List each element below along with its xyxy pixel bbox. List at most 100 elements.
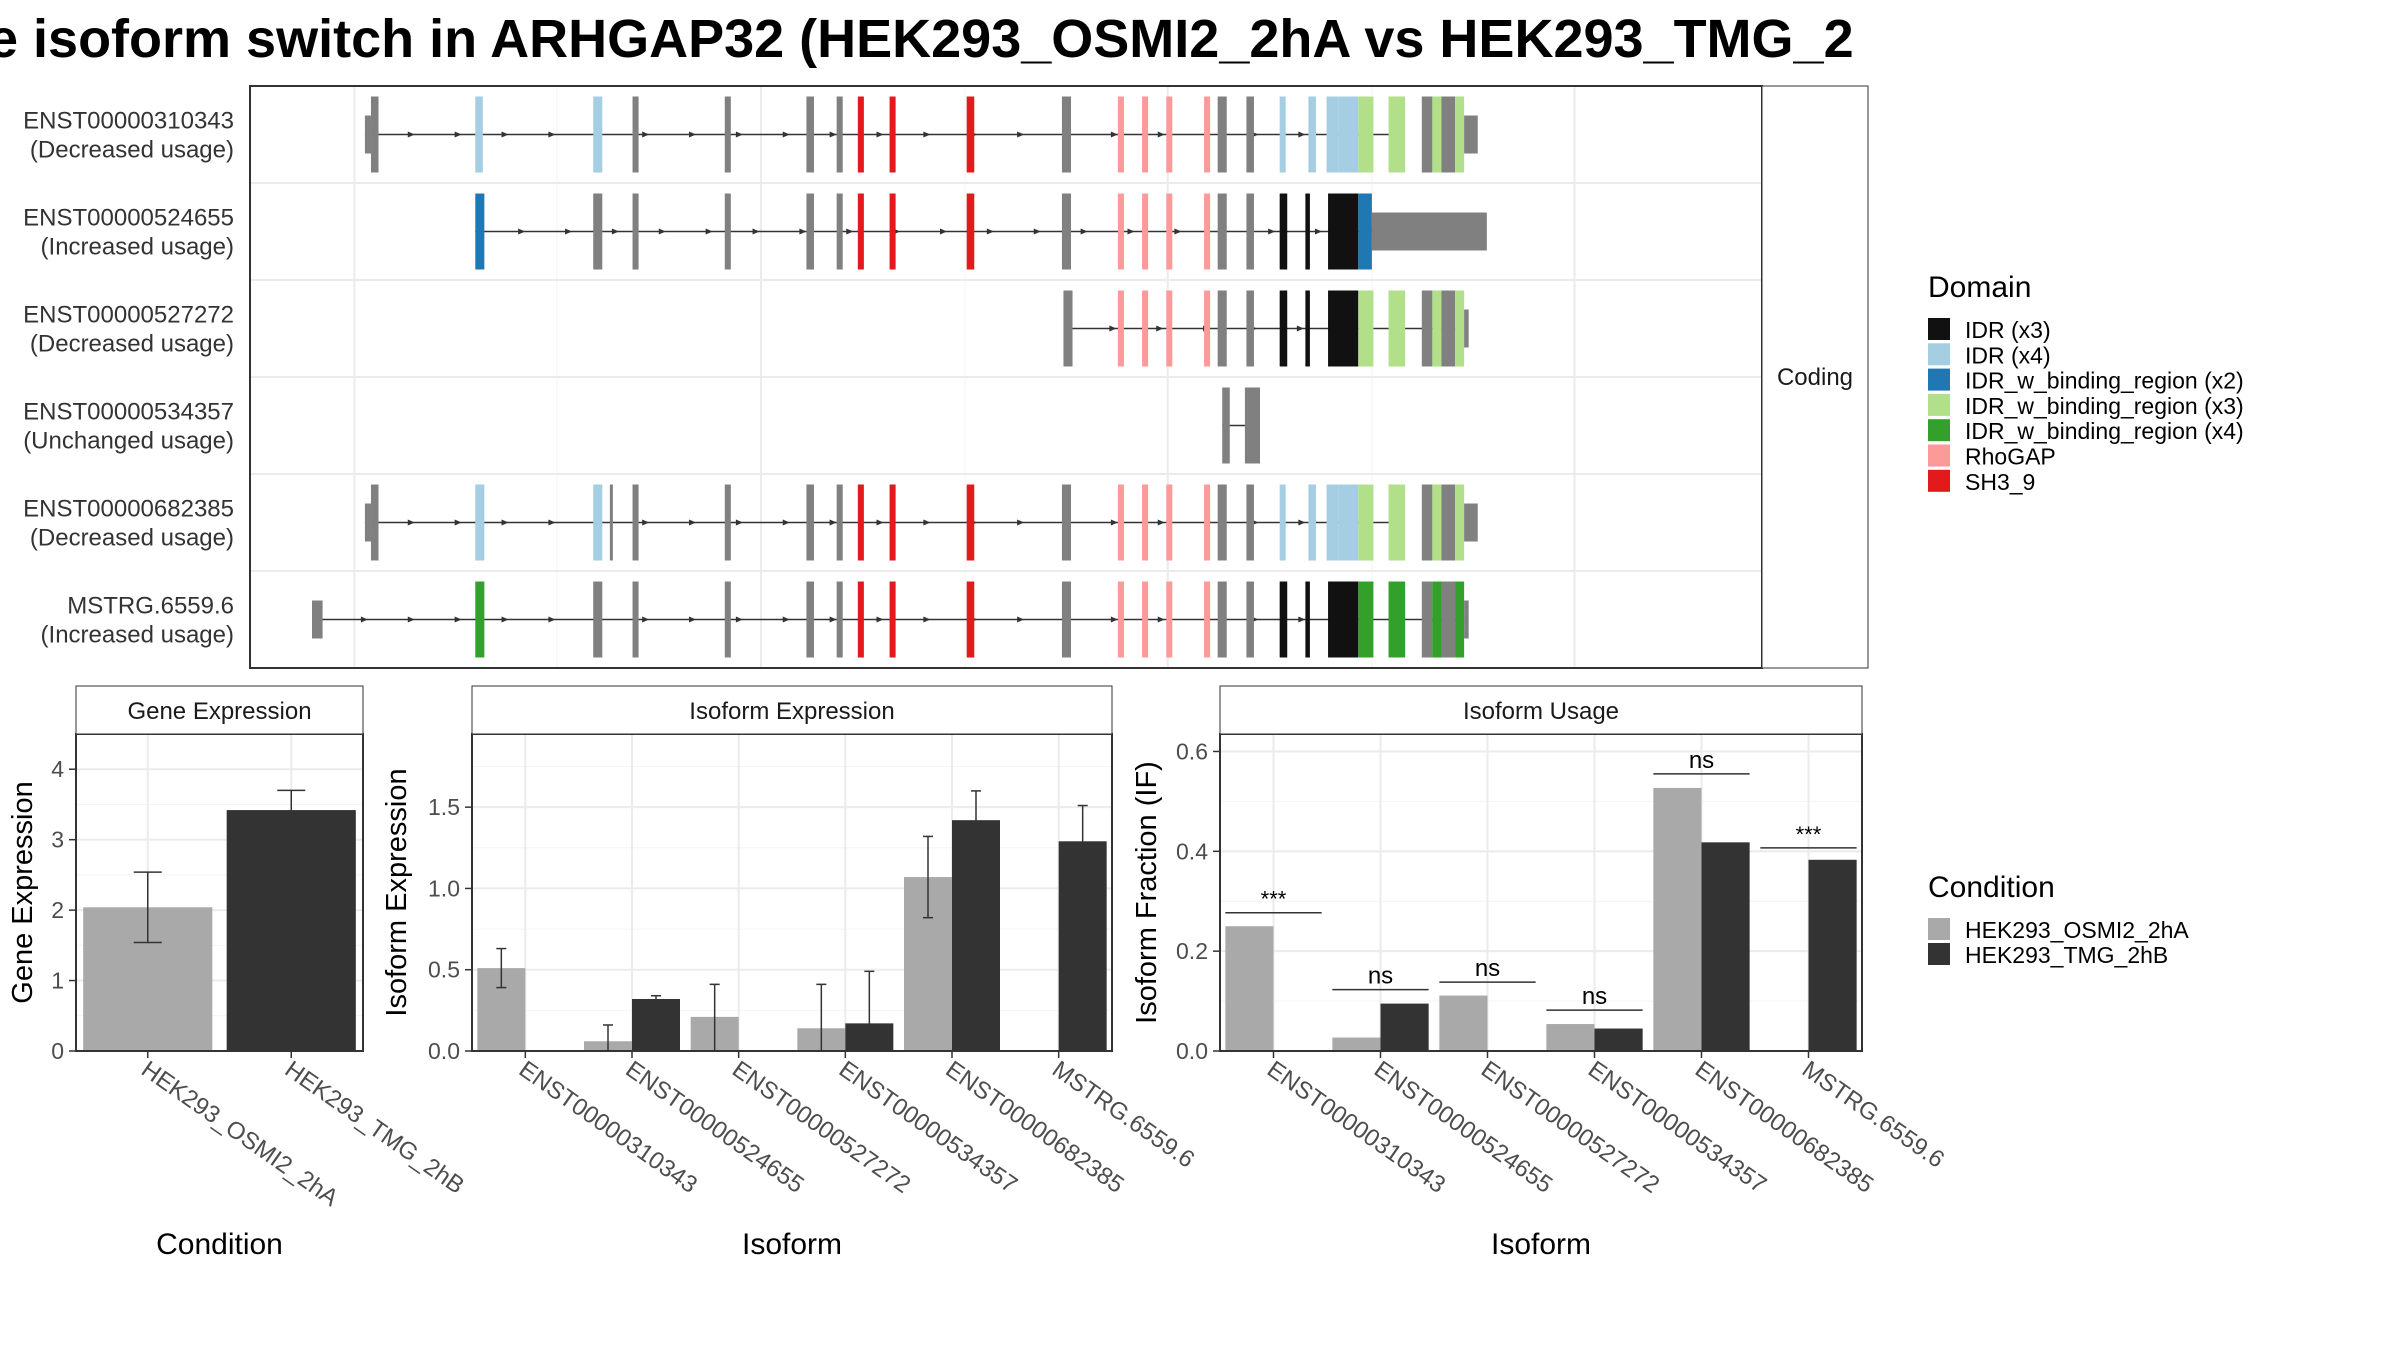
isoform-label-enst00000682385: ENST00000682385 xyxy=(23,496,234,523)
strand-arrow xyxy=(735,616,743,623)
domain-exon-idr-w-binding-region-x4 xyxy=(1358,581,1374,658)
coding-exon xyxy=(1421,96,1433,173)
isoform-expression-panel: Isoform Expression 0.0 0.5 1.0 1.5 Isoform Ex… xyxy=(381,685,1199,1261)
strand-arrow xyxy=(689,616,697,623)
domain-exon-sh3-9 xyxy=(857,484,864,561)
strand-arrow xyxy=(1017,131,1025,138)
x-tick-label-enst00000534357: ENST00000534357 xyxy=(834,1056,1022,1199)
x-tick-label-enst00000310343: ENST00000310343 xyxy=(514,1056,702,1199)
domain-legend-swatch-idr-w-binding-region-x3 xyxy=(1928,393,1950,416)
y-axis-title: Gene Expression xyxy=(7,781,39,1003)
domain-legend-swatch-idr-x4 xyxy=(1928,343,1950,366)
strand-arrow xyxy=(829,519,837,526)
y-axis-title: Isoform Expression xyxy=(381,768,413,1016)
domain-exon-rhogap xyxy=(1117,96,1124,173)
domain-exon-sh3-9 xyxy=(889,581,896,658)
bar-enst00000682385-series-2 xyxy=(952,820,1000,1051)
y-tick-label: 0.0 xyxy=(428,1038,460,1064)
coding-exon xyxy=(724,581,731,658)
coding-exon xyxy=(1421,484,1433,561)
domain-legend-swatch-sh3-9 xyxy=(1928,469,1950,492)
domain-exon-sh3-9 xyxy=(889,96,896,173)
isoform-usage-enst00000527272: (Decreased usage) xyxy=(30,331,234,358)
coding-exon xyxy=(370,484,379,561)
bar-enst00000527272-series-1 xyxy=(1439,995,1488,1051)
strand-arrow xyxy=(611,228,619,235)
bar-enst00000310343-series-1 xyxy=(1225,926,1274,1051)
coding-exon xyxy=(724,96,731,173)
coding-exon xyxy=(1421,290,1433,367)
significance-label: ns xyxy=(1475,955,1500,982)
domain-exon-sh3-9 xyxy=(966,96,975,173)
domain-exon-idr-w-binding-region-x2 xyxy=(1358,193,1372,270)
domain-exon-rhogap xyxy=(1166,290,1173,367)
strand-arrow xyxy=(846,228,854,235)
x-tick-label-enst00000524655: ENST00000524655 xyxy=(621,1056,809,1199)
domain-exon-rhogap xyxy=(1166,193,1173,270)
y-tick-label: 0 xyxy=(51,1038,64,1064)
bar-enst00000682385-series-2 xyxy=(1701,842,1750,1051)
domain-exon-sh3-9 xyxy=(966,193,975,270)
coding-exon xyxy=(1061,484,1072,561)
bar-enst00000534357-series-1 xyxy=(1546,1024,1595,1051)
domain-legend-label-rhogap: RhoGAP xyxy=(1965,444,2056,470)
x-axis-title: Isoform xyxy=(1491,1228,1591,1261)
strand-arrow xyxy=(829,131,837,138)
isoform-usage-enst00000524655: (Increased usage) xyxy=(41,234,234,261)
domain-exon-rhogap xyxy=(1142,193,1149,270)
strand-arrow xyxy=(782,616,790,623)
strand-arrow xyxy=(1268,228,1276,235)
domain-exon-rhogap xyxy=(1142,484,1149,561)
isoform-usage-enst00000310343: (Decreased usage) xyxy=(30,137,234,164)
coding-strip-label: Coding xyxy=(1777,364,1853,391)
y-tick-label: 1.0 xyxy=(428,875,460,901)
domain-legend-swatch-idr-x3 xyxy=(1928,318,1950,340)
strand-arrow xyxy=(1314,228,1322,235)
strand-arrow xyxy=(1110,131,1118,138)
condition-legend-swatch-1 xyxy=(1928,918,1950,940)
strand-arrow xyxy=(360,616,368,623)
domain-exon-rhogap xyxy=(1204,581,1211,658)
domain-exon-rhogap xyxy=(1142,96,1149,173)
strand-arrow xyxy=(876,616,884,623)
strand-arrow xyxy=(642,519,650,526)
coding-exon xyxy=(1222,387,1230,464)
coding-exon xyxy=(1061,581,1072,658)
utr-exon xyxy=(364,115,371,154)
strand-arrow xyxy=(407,519,415,526)
coding-exon xyxy=(632,193,639,270)
domain-legend-swatch-rhogap xyxy=(1928,444,1950,467)
isoform-usage-panel: *** ns ns ns ns *** Isoform Usage 0.0 0.2 0.4 0.6 I… xyxy=(1131,685,1949,1261)
domain-exon-sh3-9 xyxy=(857,96,864,173)
domain-exon-idr-w-binding-region-x3 xyxy=(1432,484,1442,561)
x-tick-label-enst00000682385: ENST00000682385 xyxy=(1690,1056,1878,1199)
domain-exon-idr-w-binding-region-x3 xyxy=(1432,96,1442,173)
domain-exon-sh3-9 xyxy=(889,193,896,270)
coding-exon xyxy=(370,96,379,173)
domain-legend-label-idr-x3: IDR (x3) xyxy=(1965,317,2051,343)
panel-title: Gene Expression xyxy=(127,698,311,725)
coding-exon xyxy=(1246,581,1254,658)
isoform-usage-enst00000534357: (Unchanged usage) xyxy=(23,428,234,455)
y-tick-label: 1.5 xyxy=(428,794,460,820)
strand-arrow xyxy=(923,519,931,526)
strand-arrow xyxy=(782,131,790,138)
isoform-label-mstrg-6559-6: MSTRG.6559.6 xyxy=(67,593,234,620)
domain-exon-idr-w-binding-region-x3 xyxy=(1358,96,1374,173)
strand-arrow xyxy=(548,519,556,526)
domain-exon-idr-x3 xyxy=(1328,290,1359,367)
y-tick-label: 0.4 xyxy=(1176,838,1208,864)
strand-arrow xyxy=(705,228,713,235)
plot-area xyxy=(1220,734,1862,1051)
utr-exon xyxy=(364,503,371,542)
strand-arrow xyxy=(799,228,807,235)
y-tick-label: 2 xyxy=(51,897,64,923)
domain-legend-swatch-idr-w-binding-region-x2 xyxy=(1928,368,1950,391)
strand-arrow xyxy=(1174,228,1182,235)
isoform-track-mstrg-6559-6 xyxy=(311,581,1469,658)
domain-exon-idr-x4 xyxy=(593,484,603,561)
panel-title: Isoform Usage xyxy=(1463,698,1619,725)
coding-exon xyxy=(593,193,603,270)
coding-exon xyxy=(1246,96,1254,173)
